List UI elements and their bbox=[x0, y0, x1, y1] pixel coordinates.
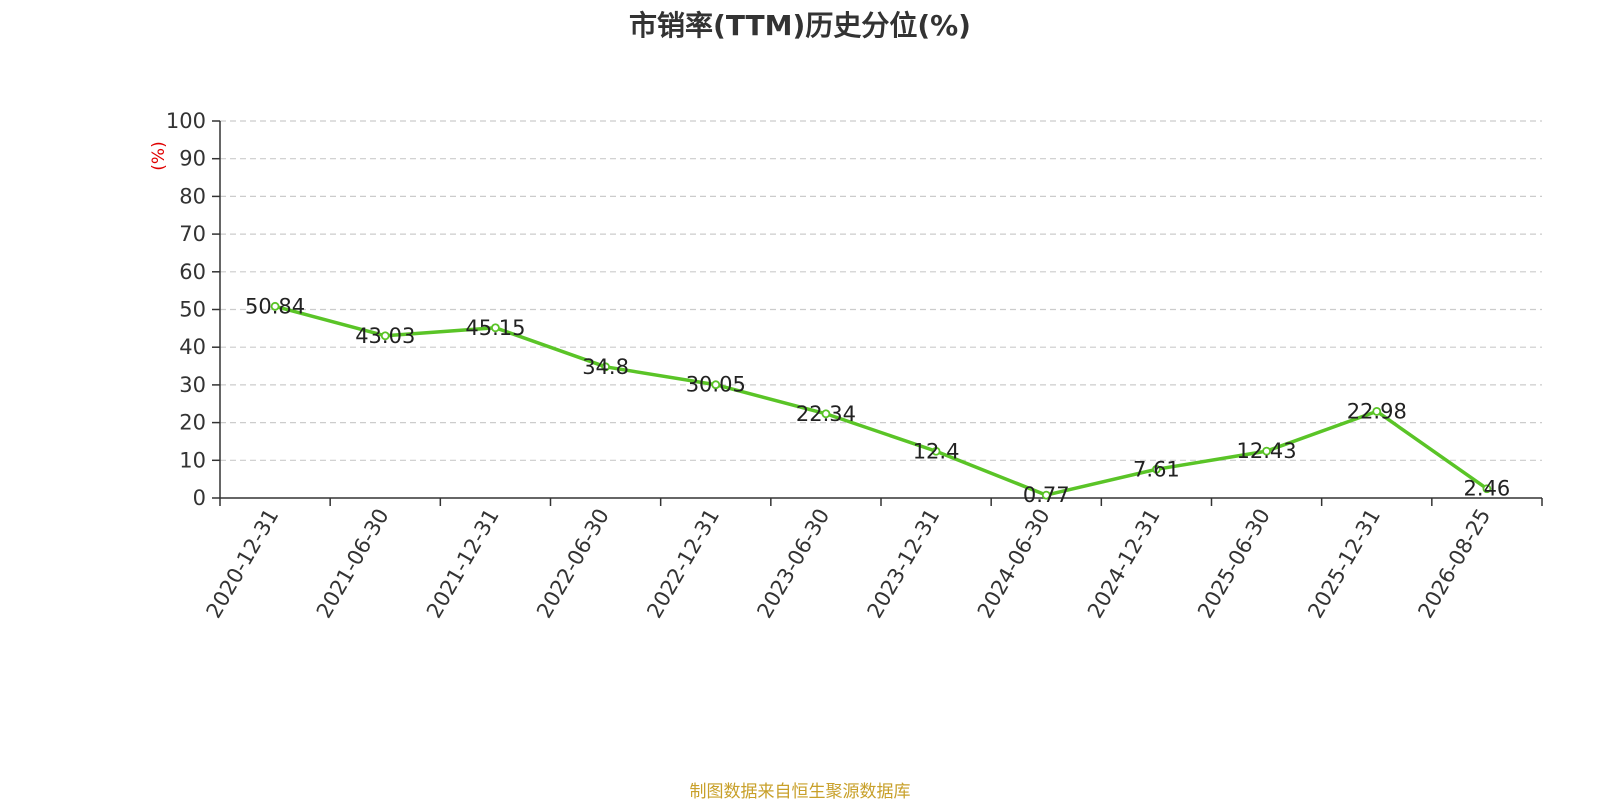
y-axis-unit-label: (%) bbox=[149, 141, 169, 170]
data-point bbox=[1041, 490, 1051, 500]
data-point bbox=[270, 301, 280, 311]
data-point bbox=[711, 380, 721, 390]
x-tick-label: 2023-12-31 bbox=[863, 505, 945, 623]
y-tick-label: 70 bbox=[179, 222, 206, 246]
data-label: 50.84 bbox=[245, 294, 305, 318]
data-point bbox=[1152, 464, 1161, 474]
x-tick-label: 2020-12-31 bbox=[202, 505, 284, 623]
data-point bbox=[491, 323, 500, 333]
data-point bbox=[1372, 406, 1382, 416]
data-label: 43.03 bbox=[355, 324, 415, 348]
y-tick-label: 50 bbox=[179, 298, 206, 322]
data-label: 22.34 bbox=[796, 402, 856, 426]
data-point bbox=[380, 331, 390, 341]
data-label: 22.98 bbox=[1347, 399, 1407, 423]
data-label: 7.61 bbox=[1133, 457, 1180, 481]
x-tick-label: 2024-12-31 bbox=[1083, 505, 1165, 623]
x-tick-label: 2025-06-30 bbox=[1193, 505, 1275, 623]
y-tick-label: 60 bbox=[179, 260, 206, 284]
data-point bbox=[1262, 446, 1271, 456]
x-tick-label: 2021-06-30 bbox=[312, 505, 394, 623]
y-tick-label: 20 bbox=[179, 411, 206, 435]
data-labels: 50.84 43.03 45.15 34.8 30.05 22.34 12.4 0.77 7.6… bbox=[245, 294, 1510, 507]
data-label: 34.8 bbox=[582, 355, 629, 379]
data-label: 12.4 bbox=[913, 439, 960, 463]
data-label: 2.46 bbox=[1464, 477, 1511, 501]
x-tick-label: 2021-12-31 bbox=[422, 505, 504, 623]
data-point bbox=[601, 362, 610, 372]
x-tick-label: 2025-12-31 bbox=[1303, 505, 1385, 623]
source-note: 制图数据来自恒生聚源数据库 bbox=[689, 782, 911, 802]
axes: 0 10 20 30 40 50 60 70 80 90 100 (%) 2020-12-31 2021-… bbox=[149, 109, 1543, 623]
data-label: 0.77 bbox=[1023, 483, 1070, 507]
x-tick-label: 2024-06-30 bbox=[973, 505, 1055, 623]
data-point bbox=[821, 409, 831, 419]
x-tick-label: 2023-06-30 bbox=[752, 505, 834, 623]
data-label: 45.15 bbox=[465, 316, 525, 340]
y-tick-label: 100 bbox=[166, 109, 206, 133]
y-tick-label: 30 bbox=[179, 373, 206, 397]
y-tick-label: 10 bbox=[179, 448, 206, 472]
x-tick-label: 2022-12-31 bbox=[642, 505, 724, 623]
x-tick-label: 2022-06-30 bbox=[532, 505, 614, 623]
data-label: 12.43 bbox=[1237, 439, 1297, 463]
data-point bbox=[1482, 484, 1492, 494]
data-point bbox=[931, 446, 941, 456]
y-tick-label: 80 bbox=[179, 184, 206, 208]
y-tick-label: 0 bbox=[193, 486, 206, 510]
y-tick-label: 40 bbox=[179, 335, 206, 359]
x-tick-label: 2026-08-25 bbox=[1413, 505, 1495, 623]
data-label: 30.05 bbox=[686, 373, 746, 397]
series-line bbox=[274, 304, 1488, 497]
series bbox=[270, 301, 1492, 500]
chart-title: 市销率(TTM)历史分位(%) bbox=[629, 9, 971, 42]
y-tick-label: 90 bbox=[179, 147, 206, 171]
gridlines bbox=[220, 120, 1542, 461]
